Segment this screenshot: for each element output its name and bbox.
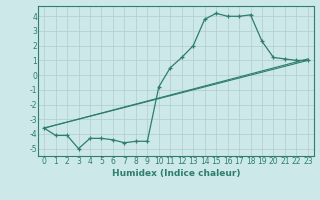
X-axis label: Humidex (Indice chaleur): Humidex (Indice chaleur) xyxy=(112,169,240,178)
